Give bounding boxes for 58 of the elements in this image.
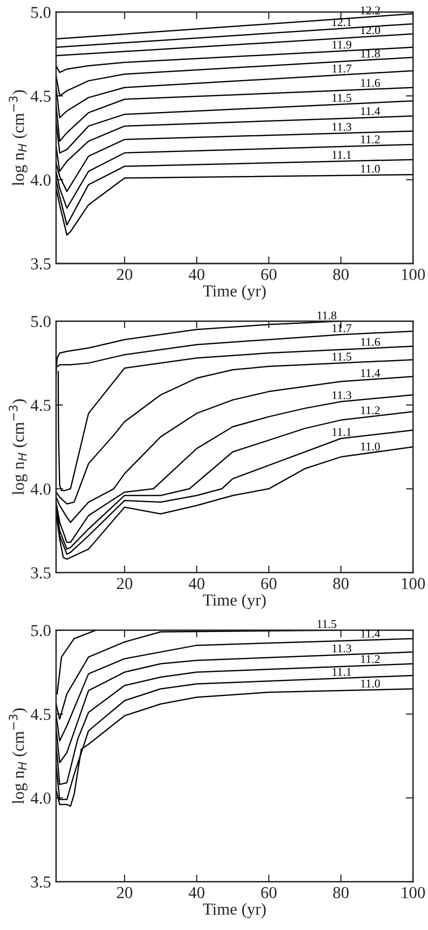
- series-label: 11.6: [361, 338, 380, 346]
- y-tick-label: 3.5: [31, 258, 51, 270]
- series-label: 11.3: [332, 644, 352, 652]
- x-tick-label: 80: [333, 578, 349, 590]
- y-axis-title: log n$_{H}$ (cm$^{−3}$): [8, 708, 28, 804]
- y-tick-label: 5.0: [31, 316, 51, 328]
- x-tick-label: 40: [188, 268, 204, 280]
- y-tick-label: 4.5: [30, 400, 51, 411]
- x-axis-title: Time (yr): [202, 903, 266, 918]
- series-label: 11.7: [332, 324, 352, 332]
- x-tick-label: 100: [402, 578, 425, 590]
- y-tick-label: 4.5: [30, 90, 51, 102]
- y-axis-title: log n$_{H}$ (cm$^{−3}$): [8, 90, 28, 186]
- series-label: 11.2: [361, 135, 380, 144]
- series-label: 11.1: [332, 428, 352, 436]
- series-label: 11.9: [332, 40, 352, 49]
- series-label: 11.2: [361, 406, 380, 414]
- x-axis-title: Time (yr): [202, 594, 266, 610]
- series-label: 11.0: [361, 680, 380, 688]
- y-tick-label: 4.0: [30, 174, 51, 186]
- y-tick-label: 3.5: [31, 876, 51, 888]
- x-tick-label: 20: [116, 886, 132, 898]
- x-tick-label: 80: [333, 886, 349, 898]
- x-tick-label: 100: [402, 268, 425, 280]
- x-tick-label: 60: [261, 578, 276, 590]
- y-tick-label: 4.0: [30, 483, 51, 495]
- y-axis-title: log n$_{H}$ (cm$^{−3}$): [8, 399, 28, 495]
- y-tick-label: 5.0: [31, 6, 51, 18]
- series-label: 11.8: [361, 49, 380, 58]
- x-tick-label: 20: [116, 268, 132, 280]
- series-label: 11.5: [332, 94, 352, 102]
- y-tick-label: 4.0: [30, 792, 51, 804]
- series-label: 11.4: [361, 630, 380, 638]
- series-label: 11.5: [318, 620, 336, 628]
- series-label: 11.2: [361, 655, 380, 664]
- x-tick-label: 20: [116, 578, 132, 590]
- x-tick-label: 80: [333, 268, 349, 280]
- series-label: 11.0: [361, 442, 380, 450]
- series-label: 11.3: [332, 122, 352, 131]
- x-axis-title: Time (yr): [202, 284, 266, 300]
- series-label: 11.6: [361, 78, 380, 87]
- x-tick-label: 40: [188, 886, 204, 898]
- series-label: 11.5: [332, 352, 352, 361]
- x-tick-label: 60: [261, 886, 276, 898]
- series-label: 11.4: [361, 107, 380, 116]
- series-label: 11.8: [318, 311, 336, 320]
- series-label: 11.4: [361, 369, 380, 378]
- y-tick-label: 4.5: [30, 708, 51, 720]
- series-label: 11.1: [332, 668, 352, 676]
- y-tick-label: 3.5: [31, 567, 51, 579]
- x-tick-label: 60: [261, 268, 276, 280]
- x-tick-label: 40: [188, 578, 204, 590]
- y-tick-label: 5.0: [31, 624, 51, 636]
- x-tick-label: 100: [402, 886, 425, 898]
- series-label: 11.7: [332, 64, 352, 73]
- series-label: 11.0: [361, 164, 380, 173]
- series-label: 11.3: [332, 391, 352, 400]
- series-label: 11.1: [332, 150, 352, 159]
